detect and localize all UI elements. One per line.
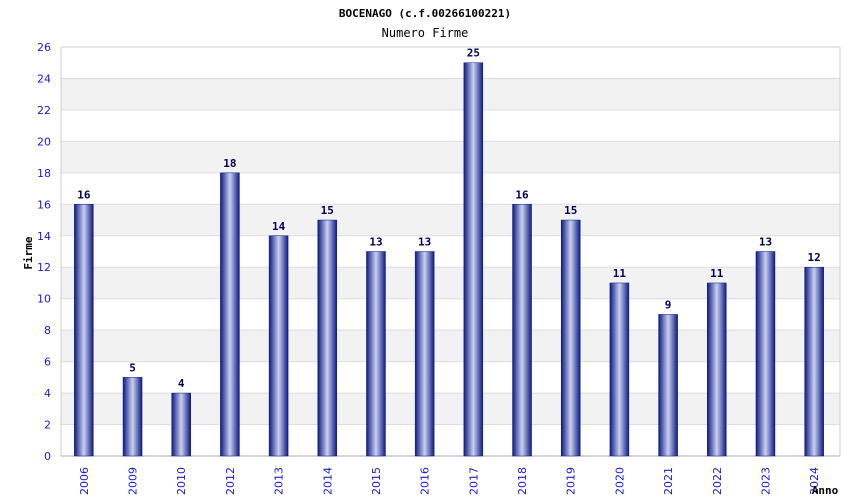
grid-band: [61, 235, 840, 268]
data-label: 15: [564, 204, 577, 217]
data-label: 11: [613, 267, 627, 280]
bar: [707, 282, 727, 457]
bar: [512, 204, 532, 457]
bar: [755, 251, 776, 457]
bar: [804, 266, 824, 457]
y-tick-label: 6: [44, 356, 51, 369]
x-tick-label: 2022: [711, 467, 724, 495]
x-tick-label: 2020: [613, 467, 626, 495]
bar: [268, 235, 289, 457]
x-tick-label: 2019: [565, 467, 578, 495]
x-tick-label: 2015: [370, 467, 383, 495]
chart-title: BOCENAGO (c.f.00266100221): [339, 7, 511, 20]
chart-subtitle: Numero Firme: [382, 26, 469, 40]
bar: [171, 392, 191, 457]
bar: [658, 314, 678, 457]
data-label: 18: [223, 157, 236, 170]
data-label: 13: [418, 236, 431, 249]
data-label: 15: [321, 204, 334, 217]
grid-band: [61, 47, 840, 79]
data-label: 14: [272, 220, 286, 233]
bar: [220, 172, 240, 457]
data-label: 11: [710, 267, 724, 280]
grid-band: [61, 141, 840, 173]
y-tick-label: 18: [37, 167, 51, 180]
data-label: 16: [77, 188, 91, 201]
y-tick-label: 22: [37, 104, 51, 117]
grid-band: [61, 204, 840, 236]
y-tick-label: 0: [44, 450, 51, 463]
y-axis-title: Firme: [22, 236, 35, 269]
y-tick-label: 10: [37, 293, 51, 306]
data-label: 16: [515, 188, 529, 201]
grid-band: [61, 78, 840, 110]
bar: [463, 62, 484, 457]
y-tick-label: 24: [37, 72, 51, 85]
y-tick-label: 14: [37, 230, 51, 243]
data-label: 5: [129, 361, 136, 374]
bar: [74, 204, 94, 457]
x-tick-labels: 2006 2009 2010 2012 2013 2014 2015 2016 2017 2018…: [78, 467, 821, 495]
x-tick-label: 2009: [127, 467, 140, 495]
data-label: 13: [369, 236, 382, 249]
bars: [74, 62, 824, 457]
bar: [122, 377, 143, 457]
x-tick-label: 2010: [175, 467, 188, 495]
x-axis-title: Anno: [812, 484, 839, 497]
bar: [366, 251, 386, 457]
data-label: 25: [467, 47, 480, 60]
data-label: 12: [808, 251, 821, 264]
x-tick-label: 2013: [273, 467, 286, 495]
x-tick-label: 2023: [759, 467, 772, 495]
x-tick-label: 2006: [78, 467, 91, 495]
grid-band: [61, 172, 840, 205]
bar: [414, 251, 435, 457]
x-tick-label: 2014: [321, 467, 334, 495]
y-tick-label: 26: [37, 41, 51, 54]
data-label: 4: [178, 377, 185, 390]
y-tick-label: 2: [44, 419, 51, 432]
bar: [560, 219, 581, 457]
data-label: 9: [665, 298, 672, 311]
bar: [609, 282, 630, 457]
y-tick-label: 12: [37, 261, 51, 274]
grid-band: [61, 109, 840, 142]
bar: [317, 219, 338, 457]
y-tick-label: 16: [37, 198, 51, 211]
y-tick-label: 8: [44, 324, 51, 337]
data-label: 13: [759, 236, 772, 249]
data-labels: 16 5 4 18 14 15 13 13 25 16 15 11 9 11 13 12: [77, 47, 821, 390]
y-tick-label: 20: [37, 135, 51, 148]
x-tick-label: 2018: [516, 467, 529, 495]
x-tick-label: 2017: [467, 467, 480, 495]
x-tick-label: 2012: [224, 467, 237, 495]
x-tick-label: 2021: [662, 467, 675, 495]
y-tick-label: 4: [44, 387, 51, 400]
x-tick-label: 2016: [419, 467, 432, 495]
x-tick-label: 2024: [808, 467, 821, 495]
